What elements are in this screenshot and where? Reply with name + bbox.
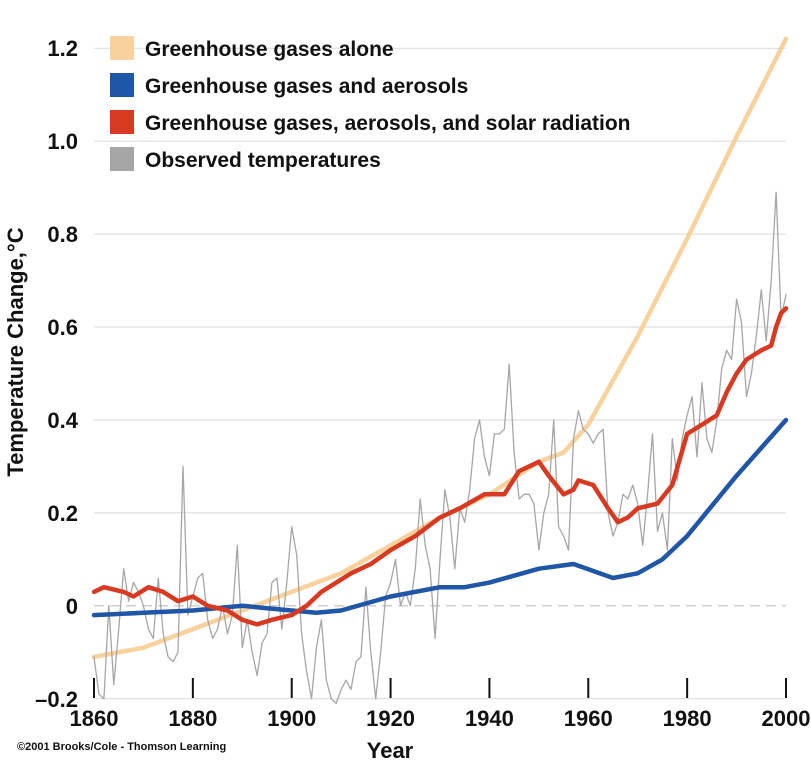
legend-label: Greenhouse gases alone — [145, 38, 394, 61]
legend-item-greenhouse-aerosols: Greenhouse gases and aerosols — [110, 73, 468, 98]
legend-item-observed: Observed temperatures — [110, 147, 381, 172]
y-gridlines — [94, 47, 786, 700]
legend-swatch — [110, 36, 134, 60]
legend-swatch — [110, 73, 134, 97]
y-tick-label: 0.6 — [47, 315, 78, 340]
y-tick-label: –0.2 — [35, 687, 78, 712]
legend-item-greenhouse-aerosols-solar: Greenhouse gases, aerosols, and solar ra… — [110, 110, 631, 135]
y-tick-label: 0 — [66, 594, 78, 619]
copyright-credit: ©2001 Brooks/Cole - Thomson Learning — [17, 741, 226, 753]
axes: –0.2 0 0.2 0.4 0.6 0.8 1.0 1.2 1860 1880 1900 1920 1… — [35, 36, 810, 731]
greenhouse-aerosols-line — [91, 417, 789, 618]
observed-temperatures-line — [93, 191, 787, 705]
legend: Greenhouse gases alone Greenhouse gases a… — [110, 36, 631, 172]
y-tick-label: 0.4 — [47, 408, 78, 433]
legend-label: Greenhouse gases and aerosols — [145, 75, 468, 98]
legend-swatch — [110, 110, 134, 134]
legend-label: Greenhouse gases, aerosols, and solar ra… — [145, 112, 631, 135]
x-tick-label: 1860 — [70, 706, 119, 731]
x-tick-label: 2000 — [762, 706, 811, 731]
legend-swatch — [110, 147, 134, 171]
greenhouse-aerosols-solar-line — [91, 306, 789, 627]
y-tick-label: 1.2 — [47, 36, 78, 61]
series-lines — [91, 36, 789, 705]
y-tick-label: 0.2 — [47, 501, 78, 526]
x-axis-title: Year — [367, 738, 414, 763]
x-tick-label: 1980 — [663, 706, 712, 731]
x-tick-label: 1900 — [267, 706, 316, 731]
y-tick-label: 0.8 — [47, 222, 78, 247]
legend-label: Observed temperatures — [145, 149, 381, 172]
x-tick-label: 1920 — [366, 706, 415, 731]
x-tick-label: 1880 — [168, 706, 217, 731]
x-tick-label: 1940 — [465, 706, 514, 731]
y-tick-label: 1.0 — [47, 129, 78, 154]
y-axis-title: Temperature Change,°C — [3, 227, 28, 476]
legend-item-greenhouse-alone: Greenhouse gases alone — [110, 36, 394, 61]
x-tick-label: 1960 — [564, 706, 613, 731]
